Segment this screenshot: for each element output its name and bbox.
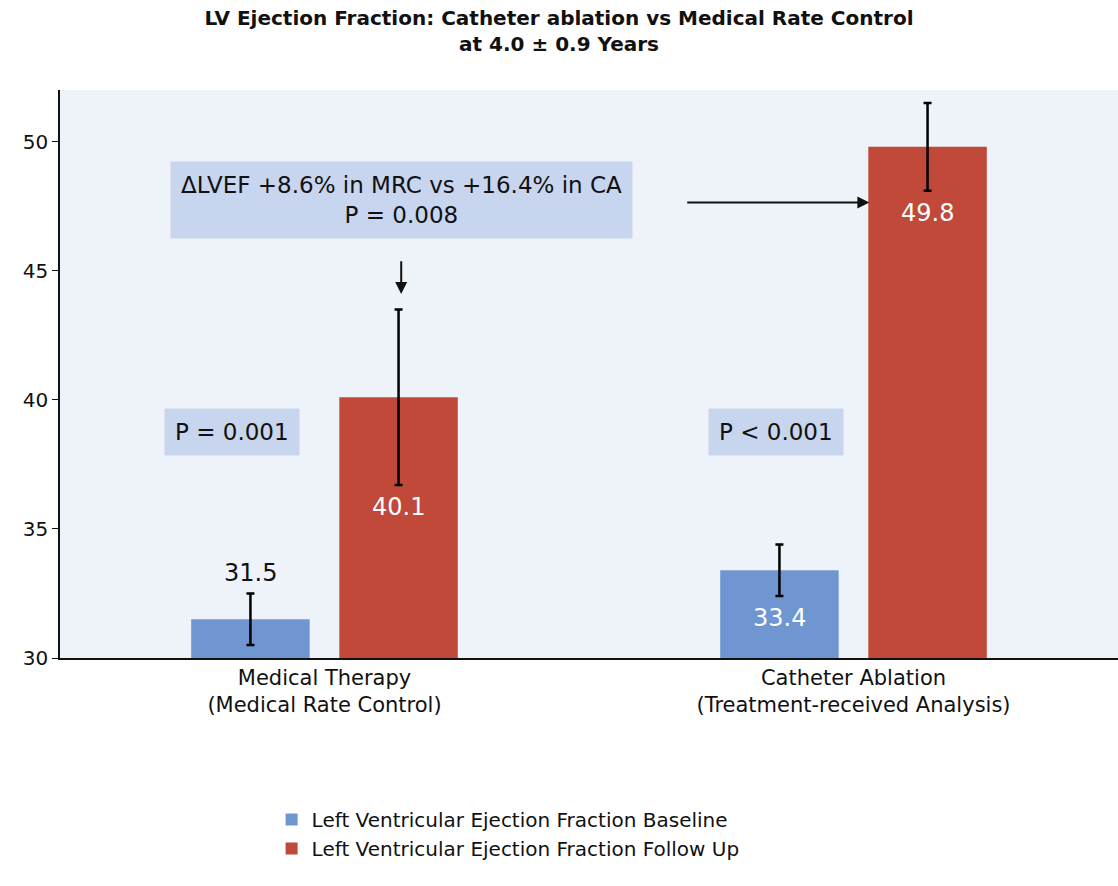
- svg-text:Left Ventricular Ejection Frac: Left Ventricular Ejection Fraction Basel…: [312, 808, 728, 832]
- svg-text:33.4: 33.4: [753, 604, 806, 632]
- svg-text:49.8: 49.8: [901, 199, 954, 227]
- svg-text:Catheter Ablation(Treatment-re: Catheter Ablation(Treatment-received Ana…: [696, 666, 1010, 717]
- svg-text:ΔLVEF +8.6% in MRC vs +16.4% i: ΔLVEF +8.6% in MRC vs +16.4% in CAP = 0.…: [181, 172, 622, 228]
- svg-text:50: 50: [23, 130, 48, 154]
- svg-text:40.1: 40.1: [372, 493, 425, 521]
- svg-text:Left Ventricular Ejection Frac: Left Ventricular Ejection Fraction Follo…: [312, 837, 740, 861]
- svg-text:31.5: 31.5: [224, 559, 277, 587]
- svg-text:Medical Therapy(Medical Rate C: Medical Therapy(Medical Rate Control): [207, 666, 441, 717]
- svg-text:P < 0.001: P < 0.001: [719, 419, 833, 445]
- svg-text:P = 0.001: P = 0.001: [175, 419, 289, 445]
- svg-text:30: 30: [23, 646, 48, 670]
- svg-text:35: 35: [23, 517, 48, 541]
- svg-text:45: 45: [23, 259, 48, 283]
- svg-text:40: 40: [23, 388, 48, 412]
- svg-text:LV Ejection Fraction: Catheter: LV Ejection Fraction: Catheter ablation …: [204, 6, 913, 56]
